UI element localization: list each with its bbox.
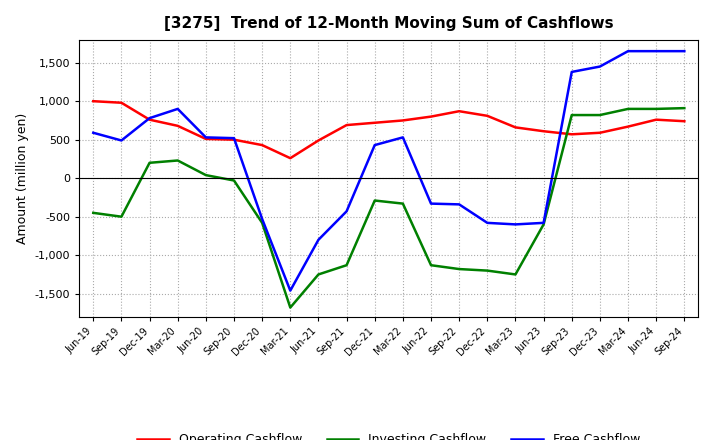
Investing Cashflow [117, 214, 126, 219]
Operating Cashflow [342, 122, 351, 128]
Legend: Operating Cashflow, Investing Cashflow, Free Cashflow: Operating Cashflow, Investing Cashflow, … [132, 429, 645, 440]
Free Cashflow [595, 64, 604, 69]
Line: Free Cashflow: Free Cashflow [94, 51, 684, 290]
Operating Cashflow [427, 114, 436, 119]
Free Cashflow [427, 201, 436, 206]
Free Cashflow [455, 202, 464, 207]
Free Cashflow [174, 106, 182, 111]
Investing Cashflow [174, 158, 182, 163]
Investing Cashflow [427, 263, 436, 268]
Operating Cashflow [399, 118, 408, 123]
Operating Cashflow [483, 113, 492, 118]
Free Cashflow [652, 48, 660, 54]
Operating Cashflow [455, 109, 464, 114]
Investing Cashflow [511, 272, 520, 277]
Investing Cashflow [202, 172, 210, 178]
Investing Cashflow [680, 106, 688, 111]
Operating Cashflow [511, 125, 520, 130]
Operating Cashflow [89, 99, 98, 104]
Title: [3275]  Trend of 12-Month Moving Sum of Cashflows: [3275] Trend of 12-Month Moving Sum of C… [164, 16, 613, 32]
Investing Cashflow [595, 112, 604, 117]
Y-axis label: Amount (million yen): Amount (million yen) [16, 113, 29, 244]
Operating Cashflow [117, 100, 126, 105]
Operating Cashflow [680, 118, 688, 124]
Investing Cashflow [145, 160, 154, 165]
Investing Cashflow [652, 106, 660, 111]
Operating Cashflow [539, 128, 548, 134]
Investing Cashflow [567, 112, 576, 117]
Operating Cashflow [595, 130, 604, 136]
Operating Cashflow [652, 117, 660, 122]
Investing Cashflow [483, 268, 492, 273]
Free Cashflow [117, 138, 126, 143]
Free Cashflow [370, 143, 379, 148]
Investing Cashflow [455, 266, 464, 271]
Free Cashflow [286, 288, 294, 293]
Operating Cashflow [202, 136, 210, 142]
Line: Investing Cashflow: Investing Cashflow [94, 108, 684, 308]
Free Cashflow [230, 136, 238, 141]
Free Cashflow [202, 135, 210, 140]
Free Cashflow [511, 222, 520, 227]
Investing Cashflow [342, 263, 351, 268]
Free Cashflow [539, 220, 548, 225]
Free Cashflow [680, 48, 688, 54]
Investing Cashflow [89, 210, 98, 216]
Free Cashflow [399, 135, 408, 140]
Investing Cashflow [370, 198, 379, 203]
Investing Cashflow [258, 220, 266, 225]
Free Cashflow [314, 237, 323, 242]
Free Cashflow [342, 209, 351, 214]
Free Cashflow [567, 69, 576, 74]
Investing Cashflow [624, 106, 632, 111]
Investing Cashflow [230, 178, 238, 183]
Operating Cashflow [567, 132, 576, 137]
Free Cashflow [145, 115, 154, 121]
Investing Cashflow [314, 272, 323, 277]
Operating Cashflow [314, 138, 323, 143]
Free Cashflow [483, 220, 492, 225]
Free Cashflow [624, 48, 632, 54]
Free Cashflow [89, 130, 98, 136]
Operating Cashflow [370, 120, 379, 125]
Investing Cashflow [286, 305, 294, 310]
Operating Cashflow [286, 155, 294, 161]
Investing Cashflow [399, 201, 408, 206]
Operating Cashflow [230, 137, 238, 142]
Operating Cashflow [174, 123, 182, 128]
Operating Cashflow [145, 117, 154, 122]
Operating Cashflow [258, 143, 266, 148]
Line: Operating Cashflow: Operating Cashflow [94, 101, 684, 158]
Operating Cashflow [624, 124, 632, 129]
Free Cashflow [258, 216, 266, 222]
Investing Cashflow [539, 222, 548, 227]
